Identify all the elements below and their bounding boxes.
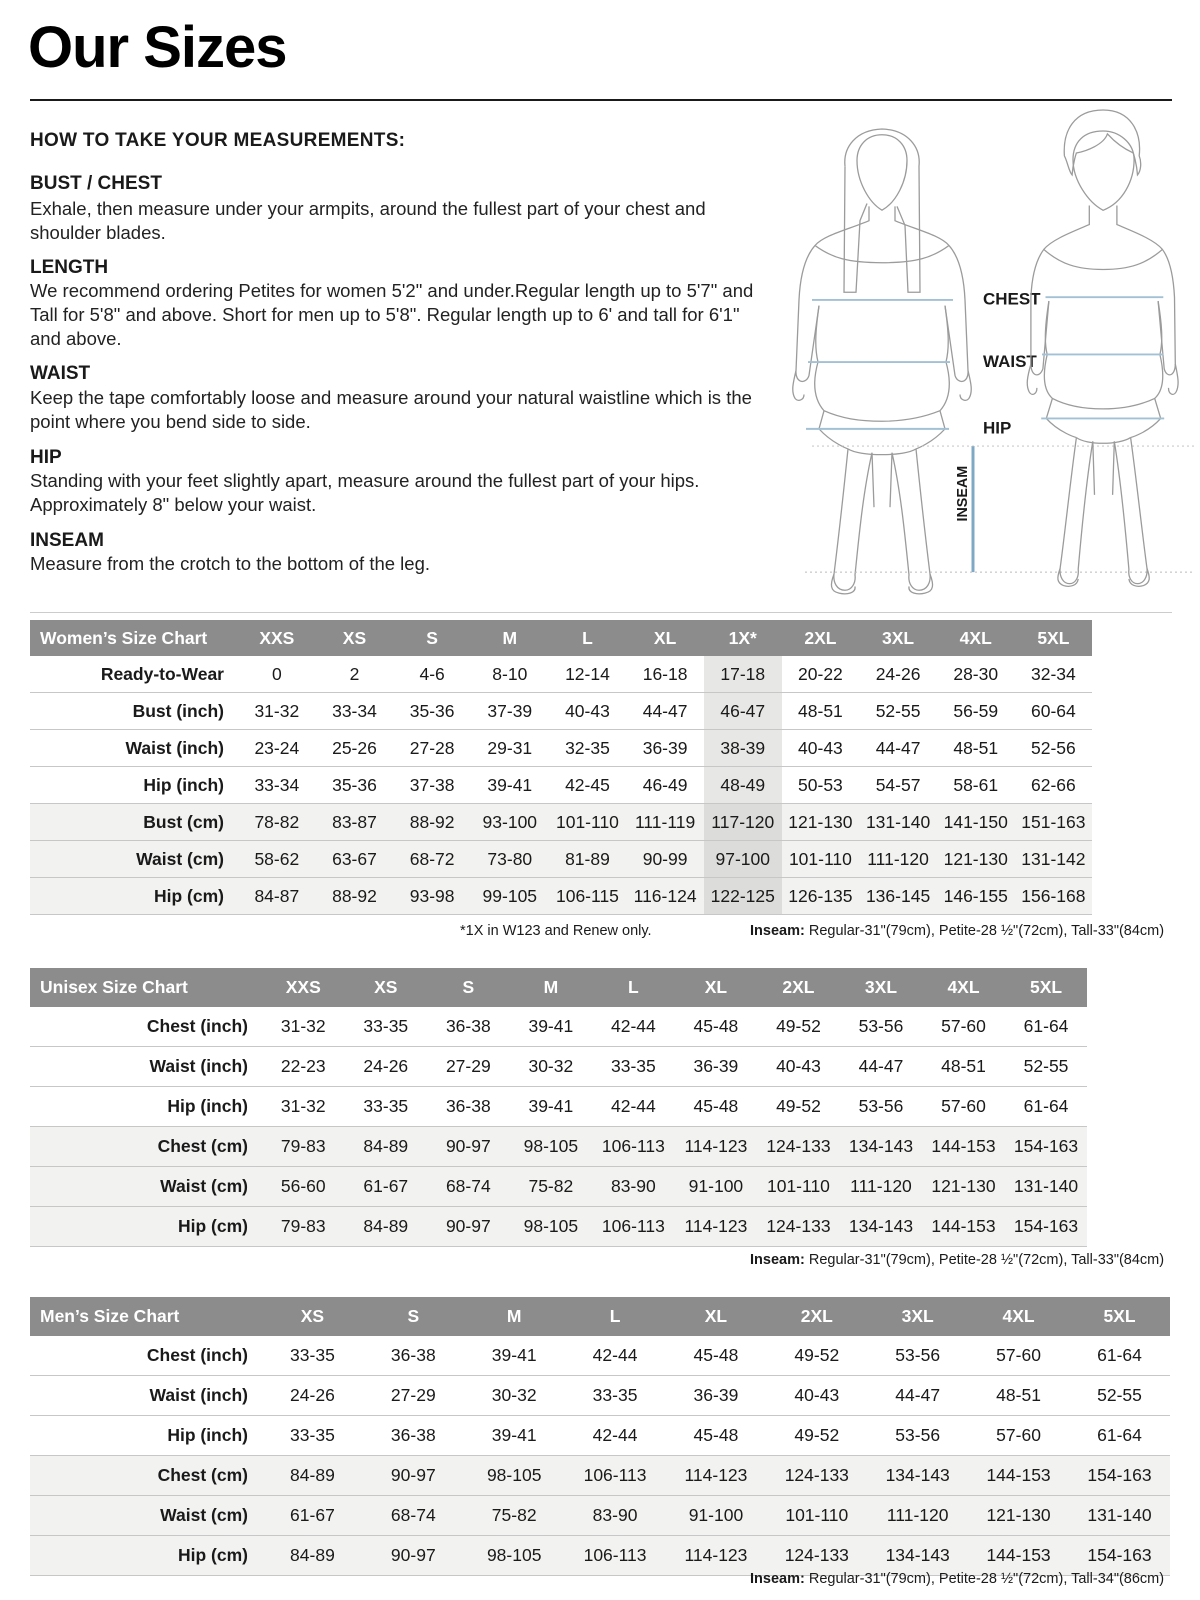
- svg-text:CHEST: CHEST: [983, 290, 1041, 309]
- svg-text:INSEAM: INSEAM: [955, 466, 971, 522]
- svg-text:WAIST: WAIST: [983, 352, 1037, 371]
- svg-text:HIP: HIP: [983, 419, 1011, 438]
